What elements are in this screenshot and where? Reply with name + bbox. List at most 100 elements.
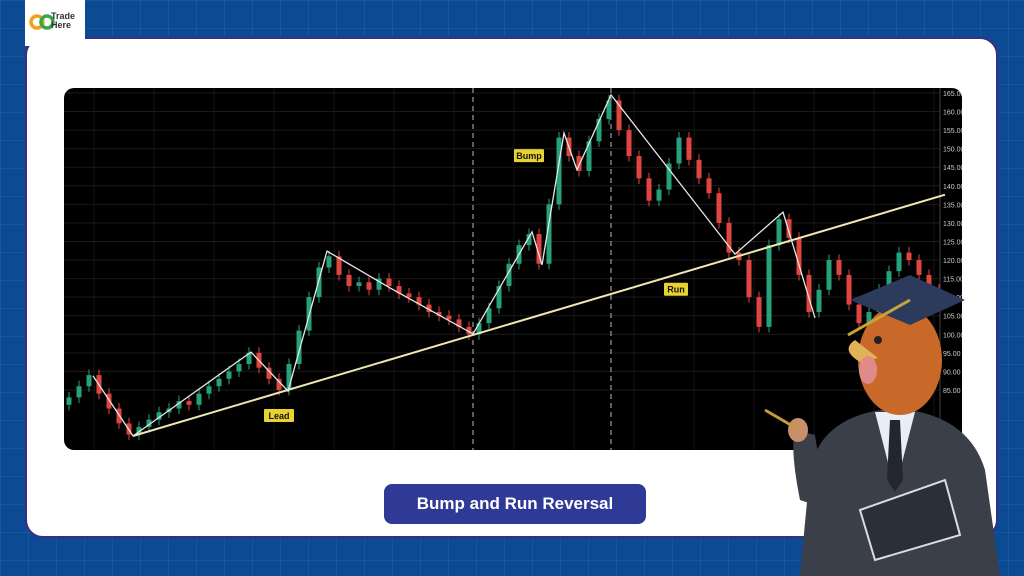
chicken-mascot-icon xyxy=(764,275,1000,576)
candle-body xyxy=(636,156,642,179)
candle-body xyxy=(476,323,482,335)
candle-body xyxy=(406,293,412,298)
candle-body xyxy=(586,141,592,171)
candle-body xyxy=(286,363,292,390)
candlestick-chart: 165.00 160.00 155.00 150.00 145.00 140.00 135.… xyxy=(64,88,962,450)
candle-body xyxy=(266,367,272,379)
candle-body xyxy=(706,178,712,194)
candle-body xyxy=(796,237,802,275)
candle-body xyxy=(526,234,532,246)
logo-text: Here xyxy=(51,20,72,30)
y-tick-label: 150.00 xyxy=(943,147,962,154)
candle-body xyxy=(246,352,252,364)
y-tick-label: 140.00 xyxy=(943,184,962,191)
candle-body xyxy=(576,156,582,171)
candle-body xyxy=(416,297,422,305)
y-tick-label: 95.00 xyxy=(943,351,961,358)
y-tick-label: 155.00 xyxy=(943,128,962,135)
candle-body xyxy=(606,100,612,119)
candle-body xyxy=(596,118,602,142)
candle-body xyxy=(436,312,442,316)
candle-body xyxy=(766,245,772,327)
candle-body xyxy=(226,371,232,379)
annotation-label-bump: Bump xyxy=(516,151,542,161)
candle-body xyxy=(276,378,282,390)
candle-body xyxy=(546,204,552,264)
candle-body xyxy=(856,304,862,324)
trendline xyxy=(132,193,946,437)
candle-body xyxy=(136,427,142,435)
candle-body xyxy=(466,326,472,335)
candle-body xyxy=(666,163,672,190)
annotation-label-bg xyxy=(264,408,294,422)
candle-body xyxy=(366,282,372,290)
y-tick-label: 135.00 xyxy=(943,202,962,209)
candle-body xyxy=(646,178,652,201)
logo-text: Trade xyxy=(51,11,76,21)
candle-body xyxy=(616,100,622,131)
candle-body xyxy=(676,137,682,164)
candle-body xyxy=(816,289,822,313)
candle-body xyxy=(696,159,702,179)
title-banner: Bump and Run Reversal xyxy=(384,484,646,524)
y-tick-label: 130.00 xyxy=(943,221,962,228)
candle-body xyxy=(426,304,432,313)
annotation-label-run: Run xyxy=(667,285,685,295)
candle-body xyxy=(556,137,562,205)
candle-body xyxy=(926,274,932,290)
y-tick-label: 145.00 xyxy=(943,165,962,172)
candle-body xyxy=(776,219,782,246)
candle-body xyxy=(336,256,342,275)
candle-body xyxy=(716,193,722,223)
y-tick-label: 165.00 xyxy=(943,91,962,98)
annotation-label-bg xyxy=(514,149,544,163)
candle-body xyxy=(656,189,662,201)
y-tick-label: 100.00 xyxy=(943,332,962,339)
candle-body xyxy=(456,319,462,327)
candle-body xyxy=(846,274,852,305)
candle-body xyxy=(156,412,162,420)
candle-body xyxy=(376,278,382,290)
y-tick-label: 125.00 xyxy=(943,239,962,246)
logo-mark-icon xyxy=(29,14,55,30)
candle-body xyxy=(916,260,922,275)
chart-svg: 165.00 160.00 155.00 150.00 145.00 140.00 135.… xyxy=(64,88,962,450)
candle-body xyxy=(216,378,222,387)
candle-body xyxy=(506,263,512,287)
candle-body xyxy=(536,234,542,264)
candle-body xyxy=(626,130,632,157)
candle-body xyxy=(686,137,692,160)
candle-body xyxy=(746,260,752,298)
candle-body xyxy=(296,330,302,364)
candle-body xyxy=(886,271,892,290)
y-tick-label: 115.00 xyxy=(943,277,962,284)
candle-body xyxy=(146,419,152,428)
candle-body xyxy=(196,393,202,405)
candle-body xyxy=(786,219,792,238)
candle-body xyxy=(236,363,242,372)
candle-body xyxy=(206,386,212,394)
candle-body xyxy=(496,286,502,309)
candle-body xyxy=(316,267,322,298)
candle-body xyxy=(906,252,912,261)
candle-body xyxy=(806,274,812,313)
trade-here-logo: Trade Here xyxy=(25,0,85,46)
candle-body xyxy=(866,312,872,324)
candle-body xyxy=(826,260,832,290)
candle-body xyxy=(396,286,402,294)
candle-body xyxy=(346,274,352,287)
candle-body xyxy=(76,386,82,398)
candle-body xyxy=(66,397,72,405)
y-tick-label: 85.00 xyxy=(943,388,961,395)
y-tick-label: 160.00 xyxy=(943,110,962,117)
y-tick-label: 90.00 xyxy=(943,369,961,376)
candle-body xyxy=(486,308,492,324)
candle-body xyxy=(756,297,762,327)
y-tick-label: 120.00 xyxy=(943,258,962,265)
candle-body xyxy=(326,256,332,268)
candle-body xyxy=(106,393,112,409)
annotation-label-bg xyxy=(664,282,688,296)
candle-body xyxy=(726,222,732,253)
candle-body xyxy=(86,375,92,387)
candle-body xyxy=(176,401,182,409)
